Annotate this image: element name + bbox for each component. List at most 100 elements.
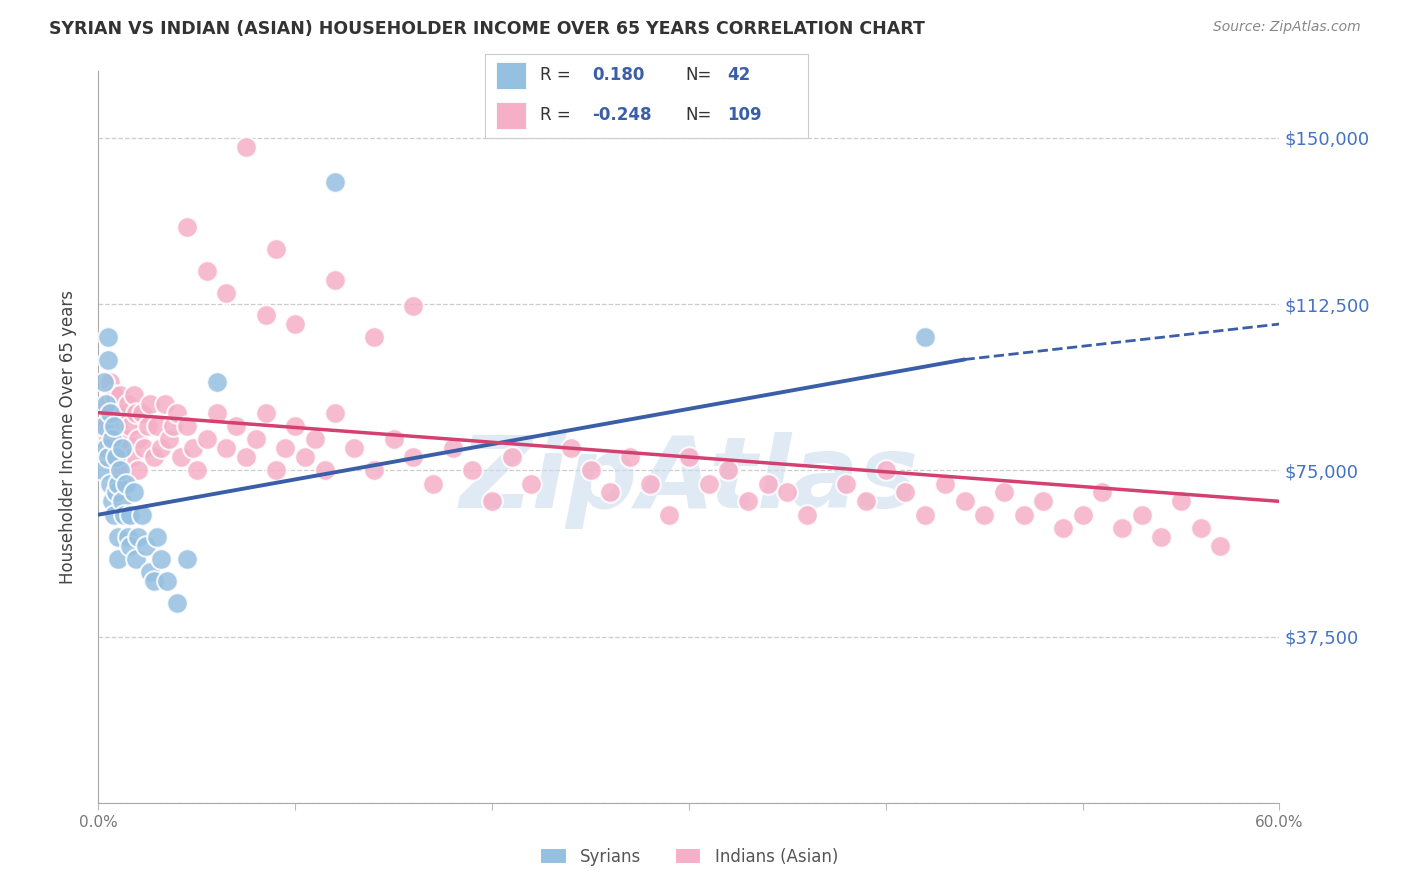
Point — [254, 308, 277, 322]
Point — [91, 441, 114, 455]
Point — [225, 419, 247, 434]
Point — [103, 388, 125, 402]
Point — [97, 330, 120, 344]
Point — [122, 388, 145, 402]
Text: -0.248: -0.248 — [592, 106, 651, 124]
Point — [343, 441, 366, 455]
Point — [678, 450, 700, 464]
Point — [323, 273, 346, 287]
Point — [264, 463, 287, 477]
Point — [91, 463, 114, 477]
Point — [284, 317, 307, 331]
Legend: Syrians, Indians (Asian): Syrians, Indians (Asian) — [533, 841, 845, 872]
Text: N=: N= — [686, 106, 711, 124]
Point — [274, 441, 297, 455]
Point — [162, 419, 184, 434]
Point — [118, 419, 141, 434]
Point — [155, 397, 177, 411]
Point — [284, 419, 307, 434]
Point — [121, 450, 143, 464]
Point — [96, 397, 118, 411]
Point — [205, 406, 228, 420]
Point — [323, 406, 346, 420]
Point — [98, 476, 121, 491]
Point — [118, 508, 141, 522]
Point — [107, 463, 129, 477]
Bar — [495, 62, 527, 90]
Point — [756, 476, 779, 491]
Point — [914, 330, 936, 344]
Point — [103, 508, 125, 522]
Point — [1150, 530, 1173, 544]
Point — [115, 432, 138, 446]
Point — [1071, 508, 1094, 522]
Point — [461, 463, 484, 477]
Point — [170, 450, 193, 464]
Point — [118, 539, 141, 553]
Point — [131, 508, 153, 522]
Point — [993, 485, 1015, 500]
Point — [111, 441, 134, 455]
Point — [176, 419, 198, 434]
Y-axis label: Householder Income Over 65 years: Householder Income Over 65 years — [59, 290, 77, 584]
Point — [1052, 521, 1074, 535]
Point — [142, 574, 165, 589]
Point — [697, 476, 720, 491]
Text: SYRIAN VS INDIAN (ASIAN) HOUSEHOLDER INCOME OVER 65 YEARS CORRELATION CHART: SYRIAN VS INDIAN (ASIAN) HOUSEHOLDER INC… — [49, 20, 925, 37]
Point — [1032, 494, 1054, 508]
Point — [176, 219, 198, 234]
Point — [776, 485, 799, 500]
Point — [520, 476, 543, 491]
Point — [934, 476, 956, 491]
Point — [1170, 494, 1192, 508]
Point — [215, 285, 238, 300]
Point — [150, 441, 173, 455]
Point — [638, 476, 661, 491]
Point — [122, 485, 145, 500]
Point — [382, 432, 405, 446]
Point — [363, 463, 385, 477]
Point — [245, 432, 267, 446]
Point — [855, 494, 877, 508]
Bar — [495, 101, 527, 130]
Point — [875, 463, 897, 477]
Point — [135, 539, 157, 553]
Point — [835, 476, 858, 491]
Point — [176, 552, 198, 566]
Point — [796, 508, 818, 522]
Text: 109: 109 — [728, 106, 762, 124]
Point — [101, 494, 124, 508]
Point — [97, 432, 120, 446]
Point — [186, 463, 208, 477]
Point — [96, 441, 118, 455]
Point — [97, 397, 120, 411]
Point — [1189, 521, 1212, 535]
Point — [195, 264, 218, 278]
Point — [117, 476, 139, 491]
Point — [599, 485, 621, 500]
Point — [98, 406, 121, 420]
Point — [108, 463, 131, 477]
Point — [107, 419, 129, 434]
Point — [264, 242, 287, 256]
Point — [101, 406, 124, 420]
Point — [737, 494, 759, 508]
Point — [138, 566, 160, 580]
Point — [953, 494, 976, 508]
Point — [93, 375, 115, 389]
Point — [108, 388, 131, 402]
Point — [142, 450, 165, 464]
Point — [658, 508, 681, 522]
Point — [131, 406, 153, 420]
Text: Source: ZipAtlas.com: Source: ZipAtlas.com — [1213, 20, 1361, 34]
Point — [127, 530, 149, 544]
Point — [402, 450, 425, 464]
Point — [112, 406, 135, 420]
Point — [1209, 539, 1232, 553]
Point — [166, 596, 188, 610]
Point — [314, 463, 336, 477]
Point — [304, 432, 326, 446]
Text: R =: R = — [540, 66, 571, 84]
Point — [150, 552, 173, 566]
Point — [105, 450, 128, 464]
